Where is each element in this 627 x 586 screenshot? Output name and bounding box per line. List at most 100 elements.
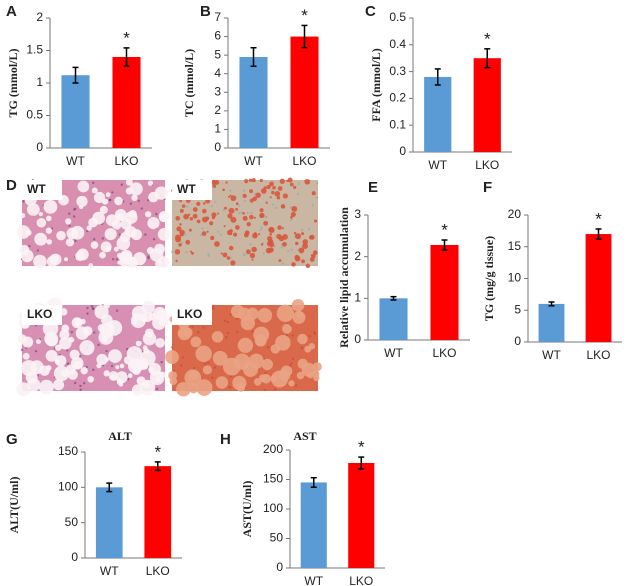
texture — [74, 317, 83, 327]
texture — [148, 312, 157, 321]
texture — [282, 323, 292, 334]
texture — [20, 348, 24, 352]
y-tick-label: 0.2 — [389, 91, 406, 105]
texture — [278, 259, 282, 263]
texture — [293, 232, 297, 235]
y-tick-label: 0 — [36, 140, 43, 154]
y-tick-label: 0 — [354, 332, 361, 346]
texture — [77, 180, 90, 193]
texture — [237, 337, 254, 354]
texture — [79, 205, 84, 210]
texture — [140, 314, 148, 323]
texture — [277, 225, 282, 230]
texture — [16, 225, 31, 239]
significance-mark: * — [441, 220, 448, 239]
error-bar — [72, 66, 79, 84]
y-axis-label: ALT(U/ml) — [7, 477, 21, 534]
texture — [252, 196, 258, 202]
texture — [226, 229, 233, 236]
texture — [228, 386, 232, 389]
texture — [202, 365, 213, 375]
texture — [26, 203, 40, 216]
texture — [113, 246, 119, 252]
texture — [125, 187, 134, 195]
texture — [268, 226, 275, 233]
texture — [175, 259, 178, 263]
texture — [105, 214, 119, 227]
texture — [99, 251, 106, 259]
texture — [291, 205, 298, 212]
texture — [242, 189, 246, 192]
texture — [93, 238, 96, 241]
texture — [45, 333, 58, 347]
panel-letter: C — [365, 3, 376, 20]
texture — [125, 178, 133, 186]
texture — [273, 245, 276, 248]
texture — [211, 215, 216, 220]
texture — [181, 204, 186, 208]
texture — [53, 365, 70, 382]
y-tick-label: 0 — [514, 334, 521, 348]
texture — [212, 184, 217, 189]
x-tick-label: WT — [428, 158, 447, 172]
texture — [282, 241, 287, 247]
error-bar — [106, 482, 113, 493]
texture — [207, 252, 210, 255]
texture — [263, 186, 267, 190]
y-tick-label: 150 — [58, 444, 78, 458]
bar — [473, 58, 501, 153]
texture — [131, 194, 138, 201]
texture — [191, 251, 194, 255]
texture — [188, 228, 192, 232]
texture — [192, 207, 198, 212]
texture — [210, 204, 214, 208]
texture — [184, 369, 202, 387]
texture — [135, 340, 142, 347]
y-tick-label: 1 — [214, 122, 221, 136]
texture — [96, 353, 108, 366]
texture — [227, 213, 233, 219]
texture — [315, 196, 319, 199]
significance-mark: * — [154, 442, 161, 461]
texture — [179, 229, 185, 236]
texture — [16, 382, 31, 397]
texture — [105, 246, 112, 252]
texture — [175, 215, 181, 221]
texture — [66, 362, 70, 365]
texture — [188, 382, 199, 394]
texture — [43, 199, 58, 214]
texture — [215, 376, 229, 389]
texture — [255, 192, 261, 198]
texture — [73, 208, 76, 211]
texture — [212, 307, 215, 310]
texture — [236, 330, 239, 334]
texture — [251, 330, 254, 333]
texture — [90, 304, 94, 308]
texture — [246, 307, 259, 320]
texture — [251, 178, 256, 183]
texture — [235, 207, 238, 211]
texture — [111, 258, 115, 261]
texture — [118, 382, 124, 387]
texture — [295, 241, 299, 246]
texture — [144, 233, 147, 236]
texture — [269, 181, 274, 187]
texture — [157, 228, 171, 241]
texture — [249, 214, 254, 220]
texture — [99, 205, 108, 214]
texture — [254, 233, 257, 236]
texture — [302, 243, 308, 249]
texture — [312, 203, 315, 207]
texture — [171, 250, 174, 254]
error-bar — [123, 47, 130, 67]
texture — [38, 212, 43, 217]
error-bar — [390, 295, 397, 301]
texture — [91, 187, 98, 194]
texture — [46, 239, 52, 245]
texture — [212, 350, 228, 366]
texture — [242, 211, 245, 215]
texture — [185, 239, 191, 245]
image-label: WT — [27, 182, 46, 196]
y-tick-label: 1.5 — [26, 43, 43, 57]
